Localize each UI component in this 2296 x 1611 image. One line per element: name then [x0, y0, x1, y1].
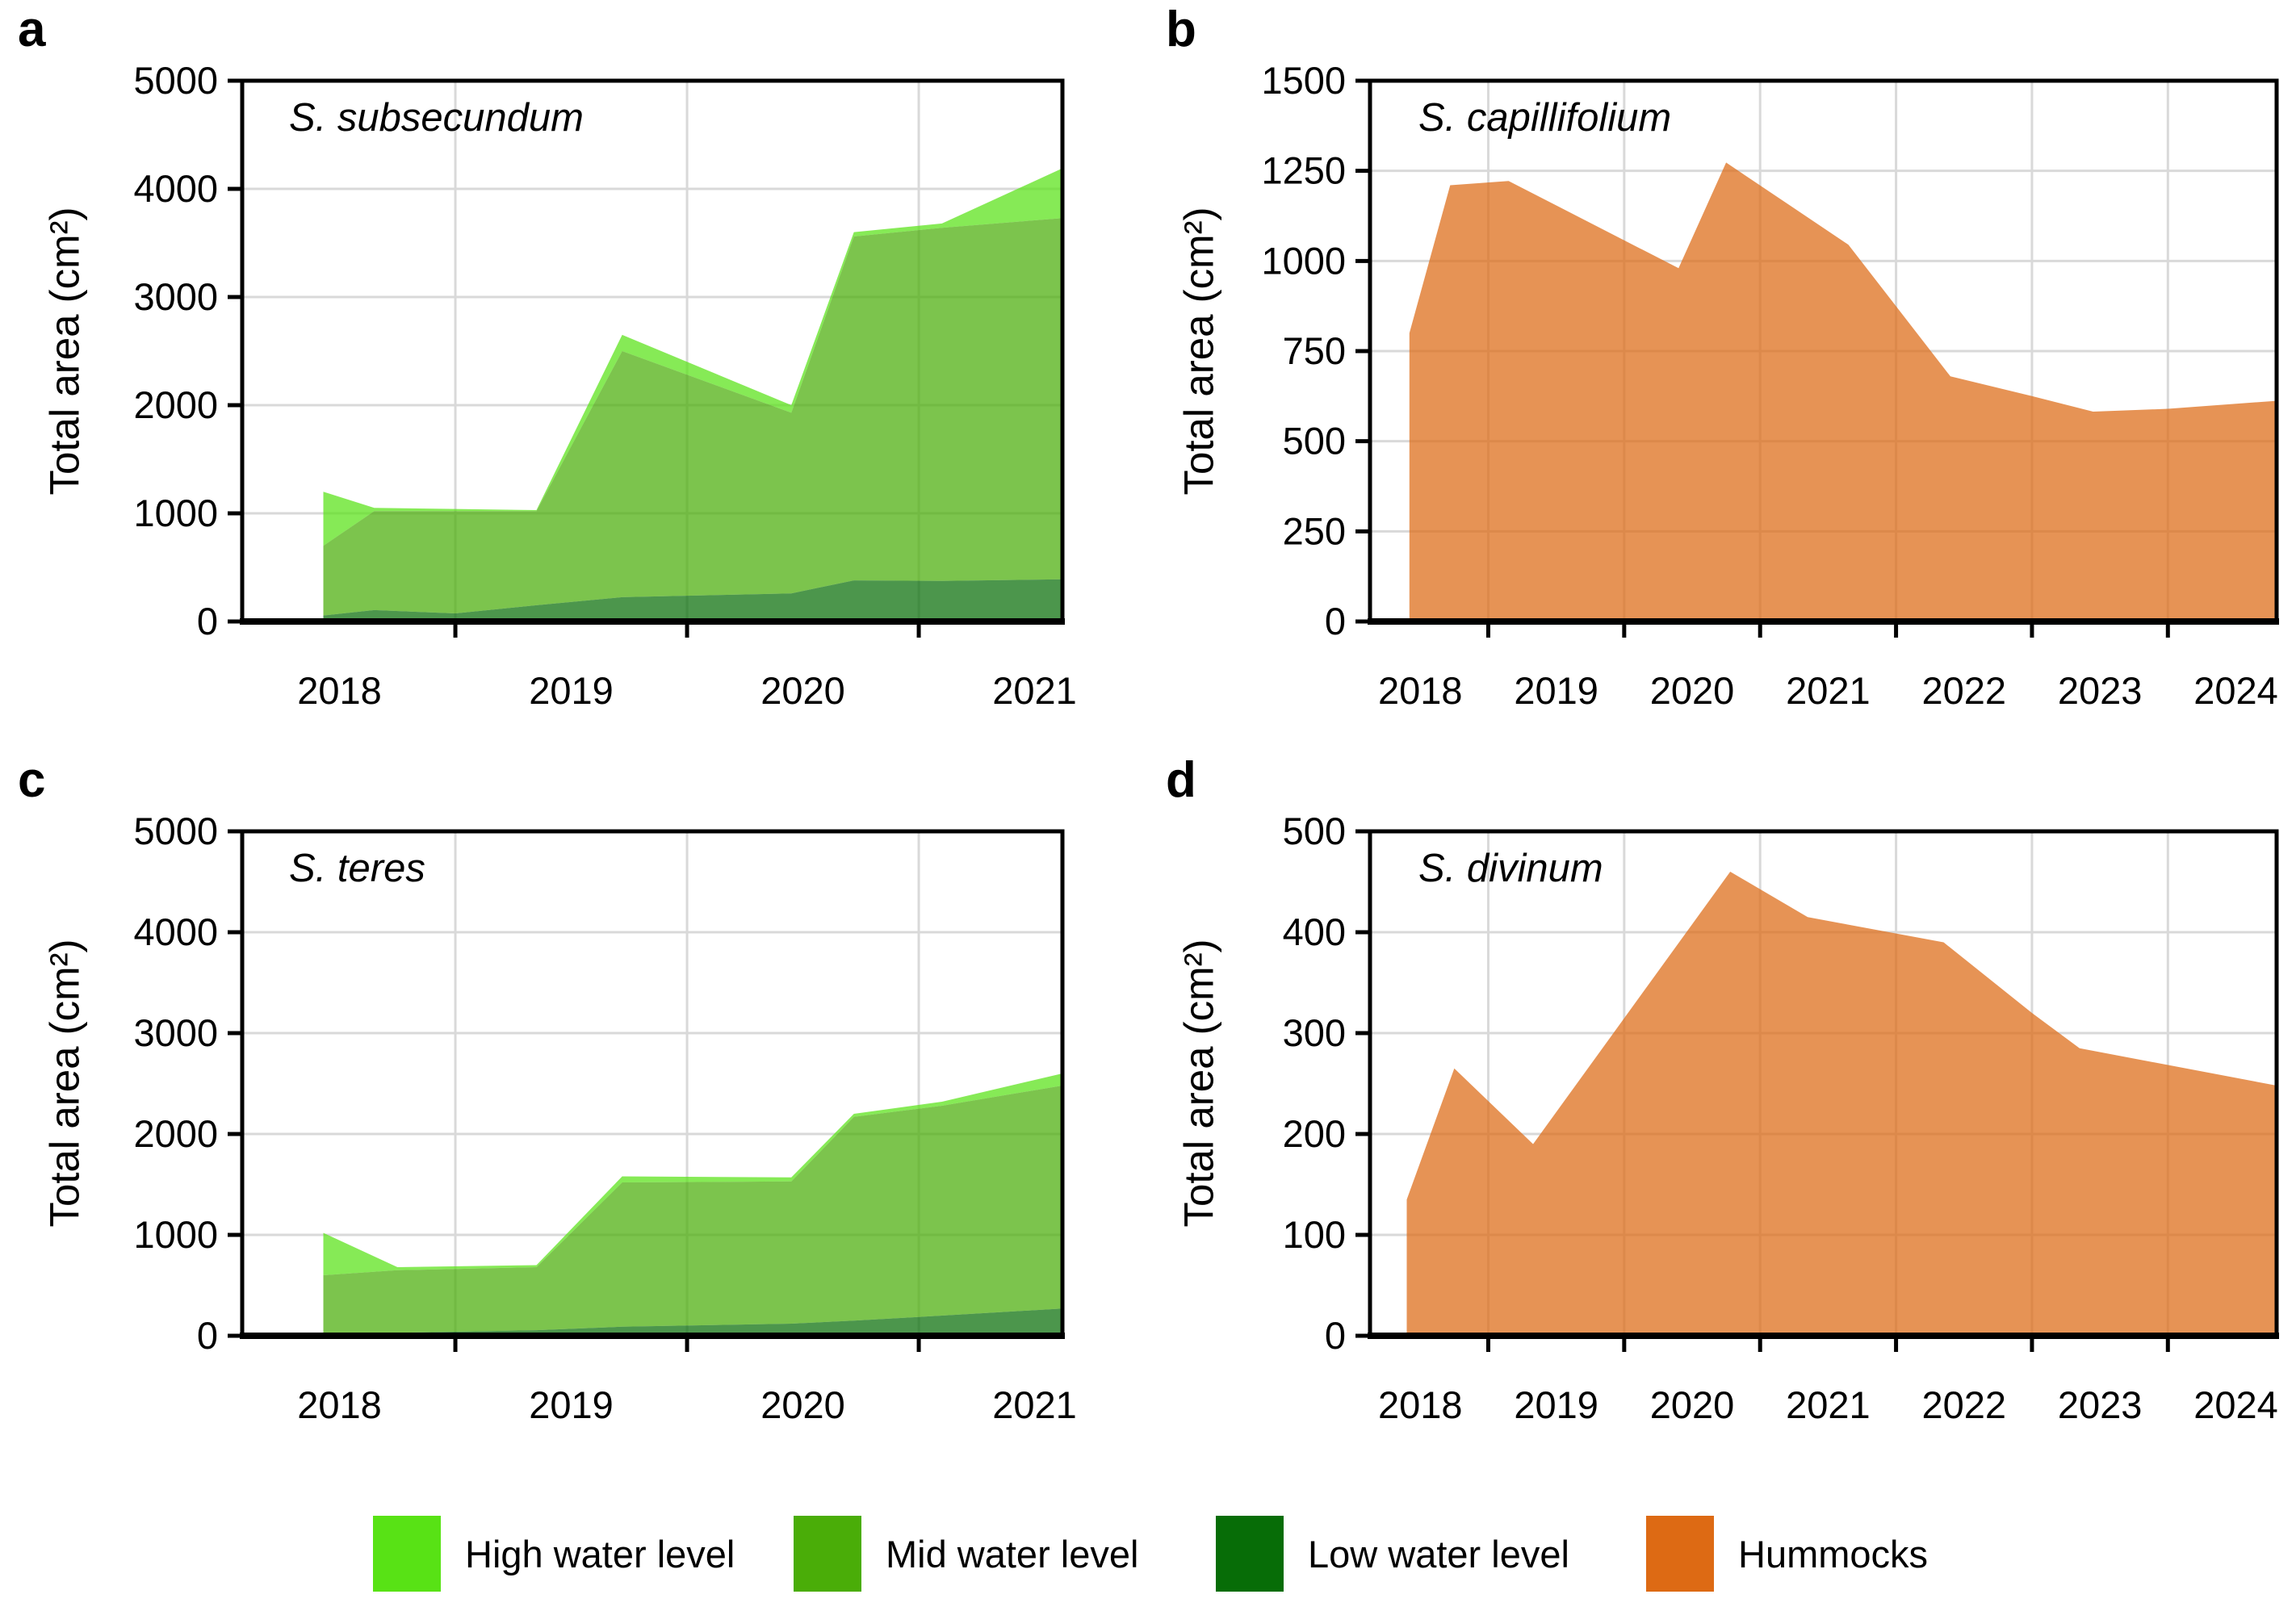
hummocks-swatch [1646, 1516, 1714, 1592]
y-tick-label: 3000 [133, 1011, 218, 1054]
x-tick-label: 2023 [2058, 1383, 2143, 1426]
x-tick-label: 2018 [1378, 1383, 1463, 1426]
x-tick-label: 2021 [1786, 669, 1871, 712]
y-tick-label: 5000 [133, 810, 218, 852]
legend-label: High water level [465, 1532, 735, 1575]
species-title-d: S. divinum [1418, 847, 1603, 890]
panel-a: 0 1000 2000 3000 4000 5000 2018 2019 2020 2021 a … [0, 0, 1148, 767]
high-water-level-swatch [373, 1516, 441, 1592]
plot-b: 0 250 500 750 1000 1250 1500 2018 2019 2020 2021 20… [1261, 59, 2279, 712]
y-tick-label: 400 [1283, 910, 1346, 953]
x-tick-label: 2023 [2058, 669, 2143, 712]
y-tick-label: 1000 [133, 1213, 218, 1256]
x-tick-label: 2020 [760, 669, 845, 712]
area-hummocks [1406, 872, 2277, 1336]
y-tick-label: 1250 [1261, 149, 1346, 192]
y-tick-label: 100 [1283, 1213, 1346, 1256]
y-tick-label: 1000 [1261, 239, 1346, 282]
area-mid-water-level [323, 1086, 1062, 1333]
panel-letter-b: b [1166, 2, 1196, 57]
panel-letter-c: c [18, 752, 46, 808]
legend-item-mid-water-level: Mid water level [794, 1516, 1138, 1592]
species-title-b: S. capillifolium [1418, 96, 1672, 140]
panel-d: 0 100 200 300 400 500 2018 2019 2020 2021 2022 2023… [1148, 751, 2296, 1493]
area-low-water-level [323, 1308, 1062, 1336]
x-tick-label: 2019 [1514, 1383, 1598, 1426]
species-title-c: S. teres [289, 847, 425, 890]
y-tick-label: 1500 [1261, 59, 1346, 102]
x-tick-label: 2021 [992, 1383, 1077, 1426]
plot-d: 0 100 200 300 400 500 2018 2019 2020 2021 2022 2023… [1283, 810, 2279, 1426]
area-hummocks [1409, 162, 2277, 621]
area-high-water-level [323, 1073, 1062, 1275]
y-tick-label: 0 [1325, 1314, 1346, 1357]
y-tick-label: 500 [1283, 420, 1346, 462]
x-tick-label: 2021 [1786, 1383, 1871, 1426]
legend-item-high-water-level: High water level [373, 1516, 735, 1592]
plot-a: 0 1000 2000 3000 4000 5000 2018 2019 2020 2021 [133, 59, 1077, 712]
panel-letter-a: a [18, 2, 46, 57]
x-tick-label: 2018 [297, 669, 382, 712]
x-tick-label: 2018 [1378, 669, 1463, 712]
y-tick-label: 0 [197, 600, 218, 642]
x-tick-label: 2020 [1650, 1383, 1735, 1426]
area-high-water-level [323, 168, 1062, 546]
mid-water-level-swatch [794, 1516, 861, 1592]
low-water-level-swatch [1216, 1516, 1284, 1592]
y-tick-label: 300 [1283, 1011, 1346, 1054]
x-tick-label: 2024 [2193, 1383, 2278, 1426]
legend-label: Hummocks [1738, 1532, 1929, 1575]
x-tick-label: 2022 [1921, 1383, 2006, 1426]
y-tick-label: 0 [197, 1314, 218, 1357]
x-tick-label: 2019 [529, 1383, 614, 1426]
y-tick-label: 2000 [133, 383, 218, 426]
legend-item-low-water-level: Low water level [1216, 1516, 1569, 1592]
plot-c: 0 1000 2000 3000 4000 5000 2018 2019 2020 2021 [133, 810, 1077, 1426]
legend-label: Low water level [1308, 1532, 1569, 1575]
legend-label: Mid water level [886, 1532, 1139, 1575]
x-tick-label: 2019 [1514, 669, 1598, 712]
x-tick-label: 2018 [297, 1383, 382, 1426]
panel-b: 0 250 500 750 1000 1250 1500 2018 2019 2020 2021 20… [1148, 0, 2296, 767]
y-tick-label: 2000 [133, 1112, 218, 1155]
y-tick-label: 4000 [133, 167, 218, 210]
x-tick-label: 2020 [1650, 669, 1735, 712]
y-tick-label: 1000 [133, 492, 218, 534]
legend-item-hummocks: Hummocks [1646, 1516, 1928, 1592]
x-tick-label: 2024 [2193, 669, 2278, 712]
x-tick-label: 2021 [992, 669, 1077, 712]
y-tick-label: 3000 [133, 275, 218, 318]
y-tick-label: 500 [1283, 810, 1346, 852]
area-low-water-level [323, 579, 1062, 621]
y-tick-label: 250 [1283, 509, 1346, 552]
x-tick-label: 2019 [529, 669, 614, 712]
y-tick-label: 750 [1283, 329, 1346, 372]
area-mid-water-level [323, 218, 1062, 616]
panel-c: 0 1000 2000 3000 4000 5000 2018 2019 2020 2021 c … [0, 751, 1148, 1493]
y-tick-label: 5000 [133, 59, 218, 102]
y-tick-label: 200 [1283, 1112, 1346, 1155]
y-tick-label: 4000 [133, 910, 218, 953]
x-tick-label: 2022 [1921, 669, 2006, 712]
panel-letter-d: d [1166, 752, 1196, 808]
species-title-a: S. subsecundum [289, 96, 584, 140]
x-tick-label: 2020 [760, 1383, 845, 1426]
y-tick-label: 0 [1325, 600, 1346, 642]
